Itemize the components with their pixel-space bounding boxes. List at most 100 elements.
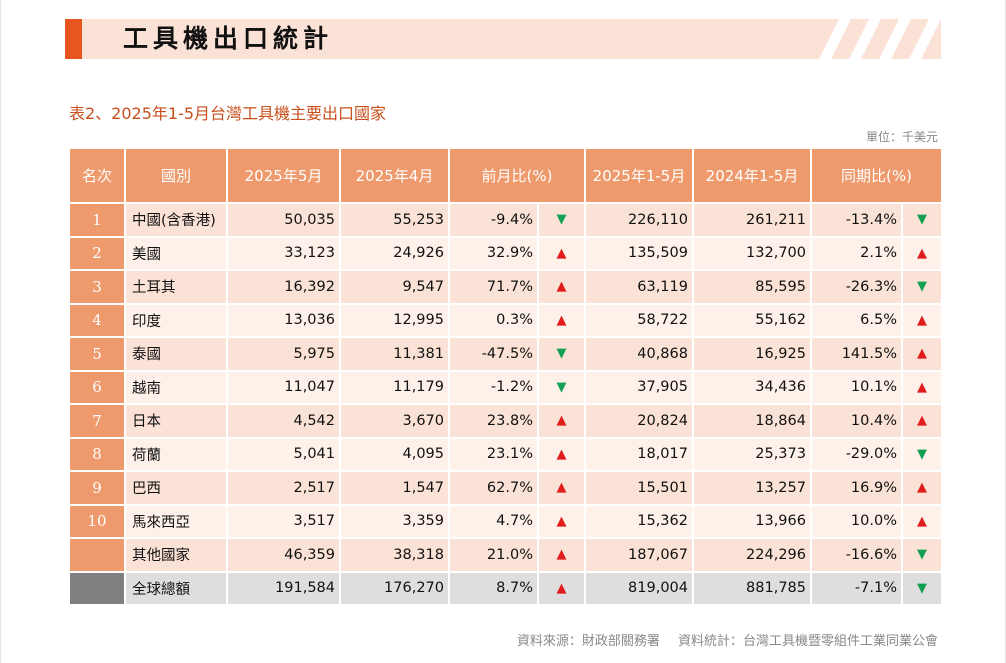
table-row: 3 土耳其 16,392 9,547 71.7% ▲ 63,119 85,595 -26.3% ▼: [68, 269, 943, 305]
cell-mom: 23.8%: [448, 403, 539, 439]
table-row: 2 美國 33,123 24,926 32.9% ▲ 135,509 132,700 2.1% ▲: [68, 235, 943, 271]
cell-may-2025: 5,975: [226, 336, 341, 372]
cell-apr-2025: 3,359: [339, 503, 450, 539]
banner-accent-bar: [65, 19, 82, 59]
table-row: 7 日本 4,542 3,670 23.8% ▲ 20,824 18,864 10.4% ▲: [68, 403, 943, 439]
mom-arrow-icon: ▼: [537, 336, 586, 372]
column-header-may-2025: 2025年5月: [226, 147, 341, 204]
cell-ytd-2025: 819,004: [584, 570, 694, 606]
table-row: 1 中國(含香港) 50,035 55,253 -9.4% ▼ 226,110 261,211…: [68, 202, 943, 238]
triangle-up-icon: ▲: [917, 413, 927, 429]
yoy-arrow-icon: ▲: [901, 235, 943, 271]
export-table: 名次 國別 2025年5月 2025年4月 前月比(%) 2025年1-5月 2…: [68, 147, 943, 606]
page-title: 工具機出口統計: [123, 24, 334, 53]
cell-rank: 7: [68, 403, 126, 439]
cell-country: 泰國: [124, 336, 228, 372]
cell-country: 巴西: [124, 470, 228, 506]
triangle-up-icon: ▲: [556, 513, 567, 529]
cell-ytd-2025: 40,868: [584, 336, 694, 372]
mom-arrow-icon: ▼: [537, 202, 586, 238]
triangle-up-icon: ▲: [556, 547, 567, 563]
cell-mom: 32.9%: [448, 235, 539, 271]
column-header-ytd-2024: 2024年1-5月: [692, 147, 812, 204]
cell-rank: 8: [68, 436, 126, 472]
triangle-up-icon: ▲: [556, 413, 567, 429]
triangle-up-icon: ▲: [917, 245, 927, 261]
triangle-up-icon: ▲: [556, 580, 567, 596]
cell-mom: 23.1%: [448, 436, 539, 472]
triangle-up-icon: ▲: [556, 312, 567, 328]
decorative-stripes-icon: [819, 19, 941, 59]
cell-yoy: -7.1%: [810, 570, 903, 606]
mom-arrow-icon: ▲: [537, 403, 586, 439]
table-total-row: 全球總額 191,584 176,270 8.7% ▲ 819,004 881,785 -7.…: [68, 570, 943, 606]
cell-ytd-2025: 37,905: [584, 369, 694, 405]
cell-country: 其他國家: [124, 537, 228, 573]
cell-ytd-2025: 135,509: [584, 235, 694, 271]
mom-arrow-icon: ▲: [537, 503, 586, 539]
cell-may-2025: 46,359: [226, 537, 341, 573]
yoy-arrow-icon: ▼: [901, 269, 943, 305]
table-title: 表2、2025年1-5月台灣工具機主要出口國家: [69, 104, 387, 123]
triangle-up-icon: ▲: [917, 346, 927, 362]
cell-rank: [68, 537, 126, 573]
yoy-arrow-icon: ▲: [901, 470, 943, 506]
unit-label: 單位：千美元: [865, 130, 938, 144]
cell-yoy: 10.0%: [810, 503, 903, 539]
cell-ytd-2025: 187,067: [584, 537, 694, 573]
triangle-down-icon: ▼: [556, 212, 567, 228]
column-header-apr-2025: 2025年4月: [339, 147, 450, 204]
cell-yoy: 10.1%: [810, 369, 903, 405]
cell-yoy: -26.3%: [810, 269, 903, 305]
table-row: 6 越南 11,047 11,179 -1.2% ▼ 37,905 34,436 10.1% ▲: [68, 369, 943, 405]
cell-mom: 62.7%: [448, 470, 539, 506]
cell-country: 馬來西亞: [124, 503, 228, 539]
cell-yoy: -16.6%: [810, 537, 903, 573]
cell-may-2025: 50,035: [226, 202, 341, 238]
cell-ytd-2025: 20,824: [584, 403, 694, 439]
triangle-up-icon: ▲: [917, 312, 927, 328]
column-header-ytd-2025: 2025年1-5月: [584, 147, 694, 204]
cell-ytd-2025: 63,119: [584, 269, 694, 305]
header-banner: 工具機出口統計: [65, 19, 941, 59]
triangle-up-icon: ▲: [917, 379, 927, 395]
cell-ytd-2025: 15,362: [584, 503, 694, 539]
cell-yoy: -13.4%: [810, 202, 903, 238]
cell-country: 越南: [124, 369, 228, 405]
cell-ytd-2024: 16,925: [692, 336, 812, 372]
cell-apr-2025: 9,547: [339, 269, 450, 305]
cell-rank: 5: [68, 336, 126, 372]
cell-yoy: 2.1%: [810, 235, 903, 271]
cell-mom: 71.7%: [448, 269, 539, 305]
table-row: 5 泰國 5,975 11,381 -47.5% ▼ 40,868 16,925 141.5% ▲: [68, 336, 943, 372]
triangle-up-icon: ▲: [556, 279, 567, 295]
triangle-down-icon: ▼: [917, 446, 927, 462]
cell-rank: 10: [68, 503, 126, 539]
compiled-text: 資料統計：台灣工具機暨零組件工業同業公會: [677, 634, 938, 649]
cell-country: 土耳其: [124, 269, 228, 305]
mom-arrow-icon: ▲: [537, 235, 586, 271]
yoy-arrow-icon: ▲: [901, 302, 943, 338]
cell-ytd-2024: 13,257: [692, 470, 812, 506]
yoy-arrow-icon: ▼: [901, 436, 943, 472]
triangle-up-icon: ▲: [917, 513, 927, 529]
yoy-arrow-icon: ▼: [901, 202, 943, 238]
table-row: 其他國家 46,359 38,318 21.0% ▲ 187,067 224,296 -16.…: [68, 537, 943, 573]
cell-ytd-2024: 261,211: [692, 202, 812, 238]
triangle-up-icon: ▲: [556, 245, 567, 261]
cell-ytd-2024: 132,700: [692, 235, 812, 271]
yoy-arrow-icon: ▲: [901, 336, 943, 372]
mom-arrow-icon: ▲: [537, 269, 586, 305]
triangle-down-icon: ▼: [917, 580, 927, 596]
cell-rank: [68, 570, 126, 606]
cell-rank: 4: [68, 302, 126, 338]
cell-may-2025: 4,542: [226, 403, 341, 439]
cell-may-2025: 13,036: [226, 302, 341, 338]
triangle-down-icon: ▼: [917, 212, 927, 228]
cell-country: 印度: [124, 302, 228, 338]
cell-ytd-2024: 25,373: [692, 436, 812, 472]
source-text: 資料來源：財政部關務署: [516, 634, 660, 649]
cell-may-2025: 11,047: [226, 369, 341, 405]
table-body: 1 中國(含香港) 50,035 55,253 -9.4% ▼ 226,110 261,211…: [68, 202, 943, 606]
